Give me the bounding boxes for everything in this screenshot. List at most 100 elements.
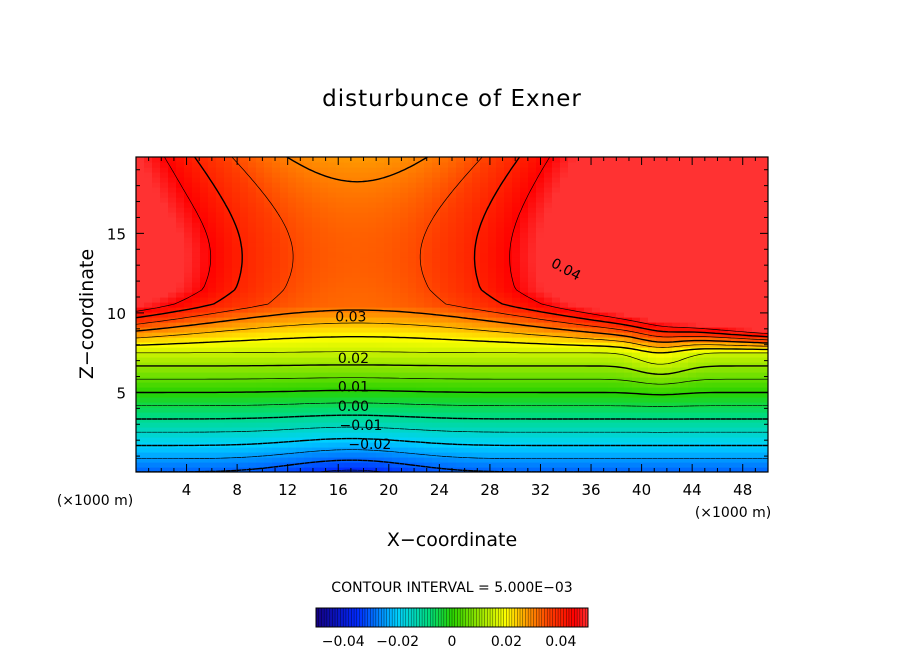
field-cell xyxy=(760,447,768,453)
field-cell xyxy=(296,422,305,428)
field-cell xyxy=(552,162,561,168)
field-cell xyxy=(480,352,489,358)
field-cell xyxy=(136,377,145,383)
field-cell xyxy=(680,332,689,338)
field-cell xyxy=(456,227,465,233)
field-cell xyxy=(368,252,377,258)
field-cell xyxy=(456,322,465,328)
field-cell xyxy=(360,317,369,323)
field-cell xyxy=(464,462,473,468)
field-cell xyxy=(152,417,161,423)
field-cell xyxy=(544,252,553,258)
field-cell xyxy=(216,377,225,383)
field-cell xyxy=(760,412,768,418)
field-cell xyxy=(696,347,705,353)
field-cell xyxy=(520,262,529,268)
field-cell xyxy=(704,182,713,188)
field-cell xyxy=(256,182,265,188)
field-cell xyxy=(152,292,161,298)
field-cell xyxy=(608,452,617,458)
field-cell xyxy=(528,447,537,453)
field-cell xyxy=(712,322,721,328)
field-cell xyxy=(640,237,649,243)
field-cell xyxy=(480,242,489,248)
field-cell xyxy=(592,457,601,463)
field-cell xyxy=(200,242,209,248)
field-cell xyxy=(552,327,561,333)
field-cell xyxy=(600,257,609,263)
field-cell xyxy=(344,262,353,268)
field-cell xyxy=(144,432,153,438)
field-cell xyxy=(704,292,713,298)
field-cell xyxy=(176,292,185,298)
field-cell xyxy=(224,217,233,223)
field-cell xyxy=(528,207,537,213)
field-cell xyxy=(688,222,697,228)
field-cell xyxy=(728,162,737,168)
field-cell xyxy=(720,412,729,418)
field-cell xyxy=(184,292,193,298)
field-cell xyxy=(536,412,545,418)
field-cell xyxy=(376,402,385,408)
field-cell xyxy=(672,177,681,183)
field-cell xyxy=(176,387,185,393)
field-cell xyxy=(528,282,537,288)
field-cell xyxy=(480,377,489,383)
field-cell xyxy=(608,162,617,168)
field-cell xyxy=(656,187,665,193)
field-cell xyxy=(408,282,417,288)
field-cell xyxy=(272,337,281,343)
field-cell xyxy=(672,282,681,288)
field-cell xyxy=(552,267,561,273)
field-cell xyxy=(752,247,761,253)
field-cell xyxy=(208,222,217,228)
field-cell xyxy=(200,402,209,408)
field-cell xyxy=(760,307,768,313)
field-cell xyxy=(168,347,177,353)
field-cell xyxy=(472,412,481,418)
field-cell xyxy=(696,437,705,443)
field-cell xyxy=(376,442,385,448)
field-cell xyxy=(344,352,353,358)
field-cell xyxy=(432,362,441,368)
field-cell xyxy=(416,437,425,443)
field-cell xyxy=(424,427,433,433)
field-cell xyxy=(432,287,441,293)
field-cell xyxy=(752,372,761,378)
field-cell xyxy=(224,462,233,468)
field-cell xyxy=(760,247,768,253)
field-cell xyxy=(304,327,313,333)
field-cell xyxy=(200,267,209,273)
field-cell xyxy=(456,332,465,338)
field-cell xyxy=(488,162,497,168)
field-cell xyxy=(240,352,249,358)
field-cell xyxy=(544,352,553,358)
field-cell xyxy=(472,297,481,303)
field-cell xyxy=(536,427,545,433)
field-cell xyxy=(656,257,665,263)
field-cell xyxy=(408,162,417,168)
field-cell xyxy=(568,167,577,173)
field-cell xyxy=(352,252,361,258)
field-cell xyxy=(368,437,377,443)
field-cell xyxy=(520,377,529,383)
field-cell xyxy=(256,157,265,163)
field-cell xyxy=(488,322,497,328)
field-cell xyxy=(136,447,145,453)
field-cell xyxy=(280,352,289,358)
field-cell xyxy=(192,332,201,338)
field-cell xyxy=(752,422,761,428)
field-cell xyxy=(144,237,153,243)
field-cell xyxy=(496,212,505,218)
field-cell xyxy=(536,382,545,388)
field-cell xyxy=(200,427,209,433)
field-cell xyxy=(464,417,473,423)
field-cell xyxy=(752,437,761,443)
field-cell xyxy=(504,377,513,383)
field-cell xyxy=(328,302,337,308)
field-cell xyxy=(432,187,441,193)
field-cell xyxy=(560,357,569,363)
field-cell xyxy=(392,267,401,273)
field-cell xyxy=(560,202,569,208)
field-cell xyxy=(552,347,561,353)
